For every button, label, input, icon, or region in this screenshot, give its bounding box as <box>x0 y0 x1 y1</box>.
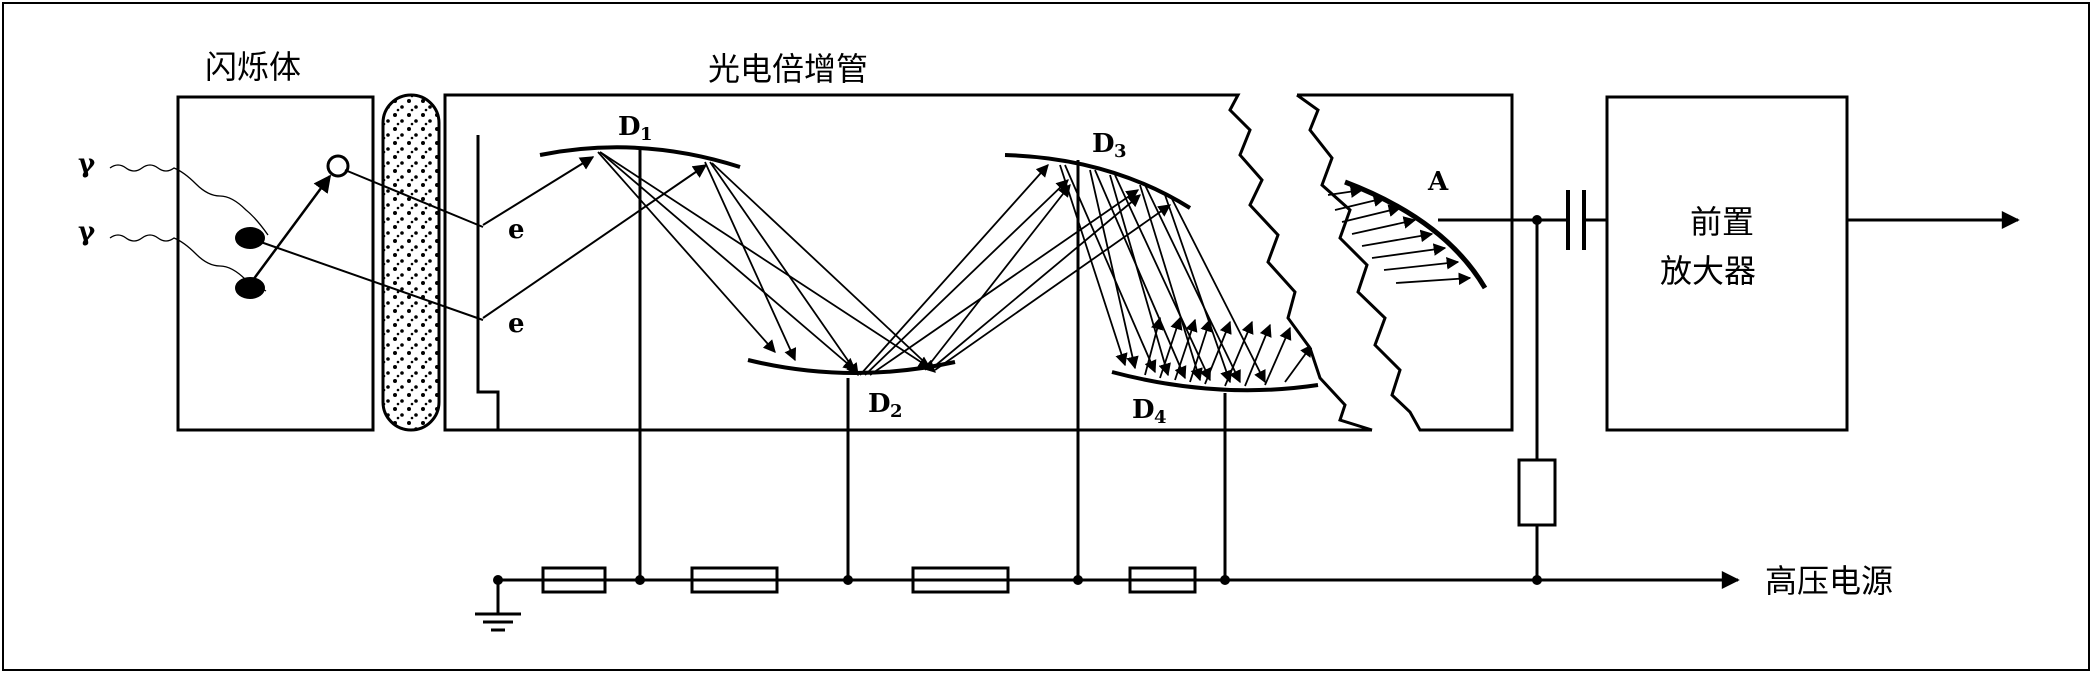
divider-resistor-2 <box>690 566 779 594</box>
junction-d1 <box>635 575 645 585</box>
dynode-d3-label: D <box>1092 129 1115 159</box>
dynode-d1-label: D <box>618 112 641 142</box>
junction-load <box>1532 575 1542 585</box>
interaction-point-1 <box>235 227 265 249</box>
optical-coupling <box>381 93 441 432</box>
dynode-d4-sub: 4 <box>1154 407 1167 428</box>
dynode-d2-sub: 2 <box>890 401 903 422</box>
pmt-tube-left <box>443 93 1373 432</box>
scintillator-box <box>176 95 375 432</box>
divider-resistor-3 <box>911 566 1010 594</box>
electron-cascade <box>597 151 1313 387</box>
dynode-d4-label: D <box>1132 395 1155 425</box>
junction-d4 <box>1220 575 1230 585</box>
electron-label-1: e <box>508 215 525 245</box>
anode-incoming-electrons <box>1327 185 1472 286</box>
electron-label-2: e <box>508 309 525 339</box>
pmt-label: 光电倍增管 <box>708 50 868 88</box>
gamma-label-2: γ <box>78 217 96 247</box>
preamp-box <box>1605 95 1849 432</box>
dynode-d2-label: D <box>868 389 891 419</box>
pmt-tube-right <box>1296 93 1514 432</box>
gamma-label-1: γ <box>78 149 96 179</box>
preamp-label-2: 放大器 <box>1660 252 1756 290</box>
ground-icon <box>475 580 521 632</box>
photon-path-2 <box>254 239 484 321</box>
divider-resistor-1 <box>541 566 607 594</box>
interaction-point-2 <box>235 277 265 299</box>
load-resistor <box>1517 458 1557 527</box>
electron-arrow-1 <box>482 156 595 226</box>
junction-d3 <box>1073 575 1083 585</box>
scatter-point <box>326 154 350 178</box>
scintillator-label: 闪烁体 <box>205 48 301 86</box>
electron-arrow-2 <box>482 164 708 319</box>
gamma-ray-2 <box>109 234 267 292</box>
anode-a <box>1344 179 1488 290</box>
junction-d2 <box>843 575 853 585</box>
anode-label: A <box>1427 167 1449 197</box>
photocathode <box>476 135 500 430</box>
dynode-d1-sub: 1 <box>640 124 653 145</box>
dynode-d3-sub: 3 <box>1114 141 1127 162</box>
hv-supply-label: 高压电源 <box>1765 562 1893 600</box>
scatter-arrow <box>251 174 332 281</box>
divider-resistor-4 <box>1128 566 1197 594</box>
preamp-label-1: 前置 <box>1690 203 1754 241</box>
photon-path-1 <box>344 169 484 228</box>
dynode-d4 <box>1111 370 1319 393</box>
gamma-ray-1 <box>109 164 269 236</box>
